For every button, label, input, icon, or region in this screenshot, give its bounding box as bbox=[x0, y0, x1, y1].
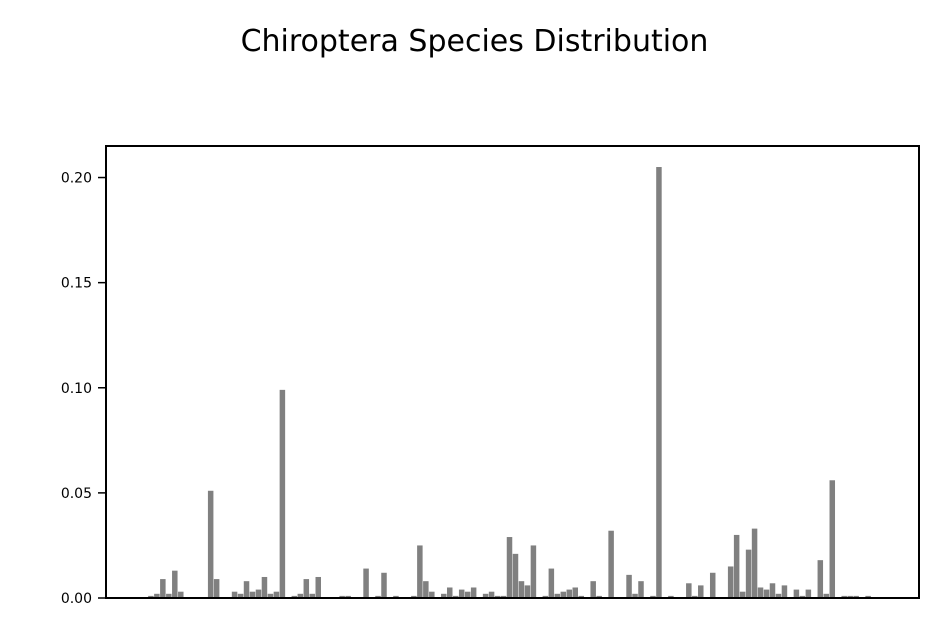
bar-53 bbox=[441, 593, 447, 598]
bar-8 bbox=[172, 570, 178, 598]
bar-73 bbox=[560, 591, 567, 598]
bar-60 bbox=[482, 593, 489, 598]
bar-18 bbox=[231, 591, 238, 598]
bar-102 bbox=[733, 534, 740, 598]
bar-72 bbox=[554, 593, 561, 598]
bar-85 bbox=[632, 593, 638, 598]
bar-9 bbox=[178, 591, 184, 598]
y-tick-label-2: 0.10 bbox=[61, 381, 92, 397]
bar-101 bbox=[727, 566, 734, 598]
bar-40 bbox=[363, 568, 369, 598]
bar-107 bbox=[763, 589, 770, 598]
bar-28 bbox=[291, 595, 298, 598]
bar-31 bbox=[309, 593, 316, 598]
bar-104 bbox=[745, 549, 752, 598]
bar-109 bbox=[775, 593, 782, 598]
y-axis: 0.00 0.05 0.10 0.15 0.20 bbox=[61, 171, 106, 607]
bar-96 bbox=[698, 585, 704, 598]
bar-95 bbox=[692, 595, 698, 598]
plot-frame bbox=[105, 145, 920, 599]
bar-14 bbox=[207, 490, 214, 598]
bar-103 bbox=[739, 591, 746, 598]
bar-22 bbox=[255, 589, 262, 598]
bar-63 bbox=[500, 595, 507, 598]
bar-106 bbox=[757, 587, 764, 598]
bar-91 bbox=[668, 595, 674, 598]
bar-70 bbox=[542, 595, 549, 598]
y-tick-label-4: 0.20 bbox=[61, 171, 92, 187]
bar-45 bbox=[393, 595, 399, 598]
bar-48 bbox=[411, 595, 417, 598]
bar-94 bbox=[686, 583, 692, 598]
bar-55 bbox=[452, 595, 459, 598]
bar-4 bbox=[148, 595, 154, 598]
bar-89 bbox=[656, 167, 662, 598]
bar-64 bbox=[506, 537, 513, 598]
bar-75 bbox=[572, 587, 579, 598]
bar-117 bbox=[823, 593, 830, 598]
bars-group bbox=[148, 167, 871, 598]
bar-76 bbox=[578, 595, 584, 598]
bar-105 bbox=[751, 528, 758, 598]
bar-108 bbox=[769, 583, 776, 598]
bar-49 bbox=[417, 545, 423, 598]
bar-6 bbox=[160, 579, 166, 598]
bar-29 bbox=[297, 593, 304, 598]
bar-37 bbox=[345, 595, 351, 598]
bar-122 bbox=[853, 595, 859, 598]
bar-7 bbox=[166, 593, 172, 598]
bar-23 bbox=[261, 576, 268, 598]
y-tick-label-0: 0.00 bbox=[61, 591, 92, 607]
bar-32 bbox=[315, 576, 321, 598]
bar-24 bbox=[267, 593, 274, 598]
bar-84 bbox=[626, 574, 632, 598]
bar-86 bbox=[638, 581, 644, 598]
bar-110 bbox=[781, 585, 788, 598]
bar-50 bbox=[423, 581, 429, 598]
bar-81 bbox=[608, 530, 614, 598]
bar-112 bbox=[793, 589, 800, 598]
bar-25 bbox=[273, 591, 280, 598]
bar-20 bbox=[243, 581, 250, 598]
bar-71 bbox=[548, 568, 555, 598]
bar-116 bbox=[817, 560, 824, 598]
y-tick-label-1: 0.05 bbox=[61, 486, 92, 502]
bar-78 bbox=[590, 581, 596, 598]
bar-124 bbox=[865, 595, 871, 598]
bar-54 bbox=[446, 587, 453, 598]
bar-79 bbox=[596, 595, 602, 598]
bar-19 bbox=[237, 593, 244, 598]
bar-21 bbox=[249, 591, 256, 598]
bar-5 bbox=[154, 593, 160, 598]
bar-114 bbox=[805, 589, 812, 598]
bar-42 bbox=[375, 595, 381, 598]
bar-36 bbox=[339, 595, 345, 598]
bar-113 bbox=[799, 595, 806, 598]
bar-62 bbox=[494, 595, 501, 598]
bar-118 bbox=[829, 480, 836, 598]
bar-51 bbox=[429, 591, 435, 598]
bar-58 bbox=[470, 587, 477, 598]
bar-30 bbox=[303, 579, 310, 598]
bar-121 bbox=[847, 595, 853, 598]
bar-26 bbox=[279, 389, 286, 598]
bar-65 bbox=[512, 553, 519, 598]
bar-15 bbox=[213, 579, 220, 598]
chart-title: Chiroptera Species Distribution bbox=[240, 24, 709, 59]
y-tick-label-3: 0.15 bbox=[61, 276, 92, 292]
bar-68 bbox=[530, 545, 537, 598]
bar-61 bbox=[488, 591, 495, 598]
bar-56 bbox=[458, 589, 465, 598]
bar-98 bbox=[709, 572, 716, 598]
bar-66 bbox=[518, 581, 525, 598]
bar-74 bbox=[566, 589, 573, 598]
bar-67 bbox=[524, 585, 531, 598]
bar-88 bbox=[650, 595, 656, 598]
bar-43 bbox=[381, 572, 387, 598]
bar-120 bbox=[841, 595, 847, 598]
bar-57 bbox=[464, 591, 471, 598]
